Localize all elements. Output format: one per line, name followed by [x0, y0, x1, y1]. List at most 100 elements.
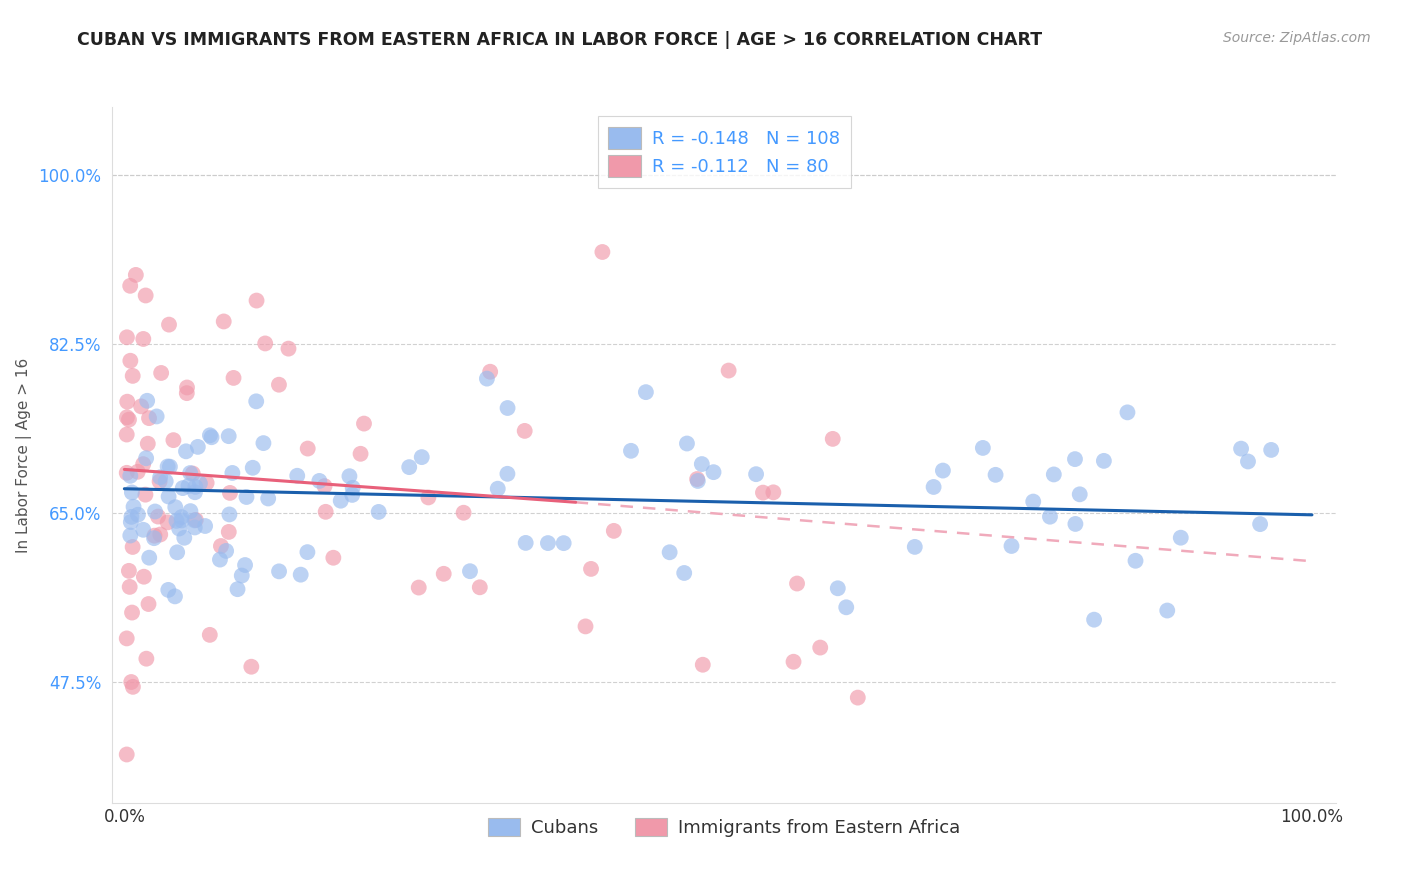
Point — [115, 747, 138, 762]
Point — [468, 580, 491, 594]
Point — [315, 505, 337, 519]
Point — [179, 466, 201, 480]
Point — [782, 655, 804, 669]
Point — [1083, 613, 1105, 627]
Point — [1092, 454, 1115, 468]
Point — [218, 508, 240, 522]
Point — [176, 380, 198, 394]
Point — [486, 482, 509, 496]
Point — [215, 544, 238, 558]
Text: CUBAN VS IMMIGRANTS FROM EASTERN AFRICA IN LABOR FORCE | AGE > 16 CORRELATION CH: CUBAN VS IMMIGRANTS FROM EASTERN AFRICA … — [77, 31, 1042, 49]
Point — [146, 509, 169, 524]
Point — [156, 459, 179, 474]
Point — [1230, 442, 1253, 456]
Point — [574, 619, 596, 633]
Point — [513, 424, 536, 438]
Point — [1249, 517, 1271, 532]
Point — [591, 244, 613, 259]
Point — [135, 288, 157, 302]
Point — [290, 567, 312, 582]
Point — [1043, 467, 1066, 482]
Point — [245, 293, 267, 308]
Point — [353, 417, 375, 431]
Point — [479, 365, 502, 379]
Point — [297, 545, 319, 559]
Point — [132, 457, 155, 471]
Point — [314, 479, 336, 493]
Point — [125, 268, 148, 282]
Point — [827, 582, 849, 596]
Point — [134, 488, 156, 502]
Point — [132, 332, 155, 346]
Point — [240, 659, 263, 673]
Point — [174, 444, 197, 458]
Point — [835, 600, 858, 615]
Point — [762, 485, 785, 500]
Point — [118, 412, 141, 426]
Point — [579, 562, 602, 576]
Point — [267, 565, 290, 579]
Point — [162, 433, 184, 447]
Point — [198, 428, 221, 442]
Point — [195, 475, 218, 490]
Point — [537, 536, 560, 550]
Point — [285, 468, 308, 483]
Point — [117, 394, 139, 409]
Point — [127, 508, 149, 522]
Point — [342, 488, 364, 502]
Point — [218, 429, 240, 443]
Point — [135, 451, 157, 466]
Point — [181, 467, 204, 481]
Point — [184, 485, 207, 500]
Point — [184, 480, 207, 494]
Point — [138, 411, 160, 425]
Point — [120, 353, 142, 368]
Point — [972, 441, 994, 455]
Point — [620, 443, 643, 458]
Point — [475, 371, 498, 385]
Point — [235, 490, 257, 504]
Point — [297, 442, 319, 456]
Point — [257, 491, 280, 506]
Point — [132, 523, 155, 537]
Point — [702, 465, 724, 479]
Point — [138, 550, 160, 565]
Point — [658, 545, 681, 559]
Point — [219, 486, 242, 500]
Point — [808, 640, 831, 655]
Point — [553, 536, 575, 550]
Point — [120, 515, 142, 529]
Point — [127, 465, 149, 479]
Point — [143, 531, 166, 545]
Point — [149, 527, 172, 541]
Point — [254, 336, 277, 351]
Point — [277, 342, 299, 356]
Point — [233, 558, 256, 572]
Point — [496, 467, 519, 481]
Point — [184, 520, 207, 534]
Point — [690, 457, 713, 471]
Point — [433, 566, 456, 581]
Point — [496, 401, 519, 415]
Point — [149, 470, 172, 484]
Point — [231, 568, 253, 582]
Point — [252, 436, 274, 450]
Point — [745, 467, 768, 482]
Point — [1156, 603, 1178, 617]
Point — [187, 440, 209, 454]
Point — [172, 481, 194, 495]
Point — [118, 564, 141, 578]
Point — [183, 513, 205, 527]
Point — [120, 509, 142, 524]
Point — [159, 459, 181, 474]
Point — [118, 580, 141, 594]
Text: Source: ZipAtlas.com: Source: ZipAtlas.com — [1223, 31, 1371, 45]
Point — [458, 564, 481, 578]
Point — [308, 474, 330, 488]
Point — [121, 368, 143, 383]
Point — [208, 552, 231, 566]
Point — [453, 506, 475, 520]
Point — [170, 513, 193, 527]
Point — [1260, 442, 1282, 457]
Point — [984, 467, 1007, 482]
